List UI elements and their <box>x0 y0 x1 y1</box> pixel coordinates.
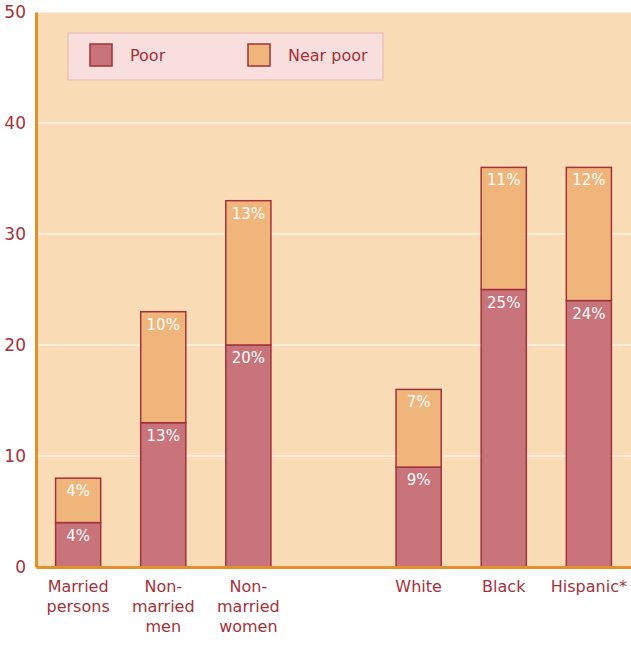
y-tick-label: 30 <box>4 224 26 244</box>
bar-segment <box>566 167 611 300</box>
data-labels: 4% 13% 20% 9% 25% 24% 4% 10% 13% 7% 11% 12% <box>66 171 605 544</box>
grid <box>36 12 631 567</box>
chart-container: 4% 13% 20% 9% 25% 24% 4% 10% 13% 7% 11% 12% 0 10 20 30 4… <box>0 0 631 650</box>
grid-line <box>36 566 631 567</box>
data-label: 4% <box>66 482 90 500</box>
y-tick-label: 40 <box>4 113 26 133</box>
x-tick-label: Marriedpersons <box>47 577 110 616</box>
x-tick-label-line: men <box>145 617 181 636</box>
data-label: 12% <box>572 171 605 189</box>
x-tick-label-line: Non- <box>230 577 268 596</box>
bar-segment <box>481 290 526 568</box>
data-label: 11% <box>487 171 520 189</box>
data-label: 13% <box>147 427 180 445</box>
x-tick-label-line: married <box>217 597 280 616</box>
bar-segment <box>56 478 101 522</box>
y-tick: 20 <box>4 335 36 355</box>
plot-background <box>36 12 631 567</box>
x-tick-label-line: White <box>395 577 442 596</box>
y-tick: 0 <box>15 557 36 577</box>
y-tick-label: 20 <box>4 335 26 355</box>
y-axis: 0 10 20 30 40 50 <box>4 2 36 577</box>
y-tick-label: 50 <box>4 2 26 22</box>
legend-box <box>68 33 383 80</box>
data-label: 25% <box>487 294 520 312</box>
x-tick: White <box>395 567 442 596</box>
y-tick: 40 <box>4 113 36 133</box>
x-tick: Black <box>482 567 526 596</box>
x-axis-line <box>37 566 631 569</box>
data-label: 9% <box>407 471 431 489</box>
legend: Poor Near poor <box>68 33 383 80</box>
legend-label: Poor <box>130 46 166 65</box>
data-label: 13% <box>232 205 265 223</box>
legend-swatch <box>248 44 270 66</box>
y-tick: 50 <box>4 2 36 22</box>
legend-label: Near poor <box>288 46 368 65</box>
x-tick-label: Non-marriedmen <box>132 577 195 636</box>
x-tick-label-line: persons <box>47 597 110 616</box>
data-label: 10% <box>147 316 180 334</box>
x-tick: Non-marriedwomen <box>217 567 280 636</box>
y-tick-label: 10 <box>4 446 26 466</box>
data-label: 4% <box>66 527 90 545</box>
x-tick-label: Non-marriedwomen <box>217 577 280 636</box>
x-tick-label-line: Married <box>48 577 109 596</box>
y-tick: 30 <box>4 224 36 244</box>
x-tick-label: Hispanic* <box>551 577 627 596</box>
bars <box>56 167 612 567</box>
x-tick-label: White <box>395 577 442 596</box>
x-tick: Non-marriedmen <box>132 567 195 636</box>
x-tick-label-line: married <box>132 597 195 616</box>
bar-segment <box>226 345 271 567</box>
grid-line <box>36 233 631 234</box>
y-axis-line <box>35 13 38 568</box>
chart-svg: 4% 13% 20% 9% 25% 24% 4% 10% 13% 7% 11% 12% 0 10 20 30 4… <box>0 0 631 650</box>
x-tick-label-line: Hispanic* <box>551 577 627 596</box>
grid-line <box>36 455 631 456</box>
x-tick-label-line: women <box>219 617 277 636</box>
bar-segment <box>396 467 441 567</box>
bar-segment <box>141 423 186 567</box>
x-tick: Hispanic* <box>551 567 627 596</box>
x-tick-label: Black <box>482 577 526 596</box>
legend-swatch <box>90 44 112 66</box>
x-tick: Marriedpersons <box>47 567 110 616</box>
bar-segment <box>226 201 271 345</box>
grid-line <box>36 11 631 12</box>
y-tick-label: 0 <box>15 557 26 577</box>
bar-segment <box>566 301 611 567</box>
grid-line <box>36 122 631 123</box>
bar-segment <box>396 389 441 467</box>
data-label: 7% <box>407 393 431 411</box>
data-label: 20% <box>232 349 265 367</box>
y-tick: 10 <box>4 446 36 466</box>
bar-segment <box>141 312 186 423</box>
x-tick-label-line: Non- <box>144 577 182 596</box>
bar-segment <box>56 523 101 567</box>
x-tick-label-line: Black <box>482 577 526 596</box>
grid-line <box>36 344 631 345</box>
data-label: 24% <box>572 305 605 323</box>
bar-segment <box>481 167 526 289</box>
x-axis: MarriedpersonsNon-marriedmenNon-marriedw… <box>37 567 631 636</box>
